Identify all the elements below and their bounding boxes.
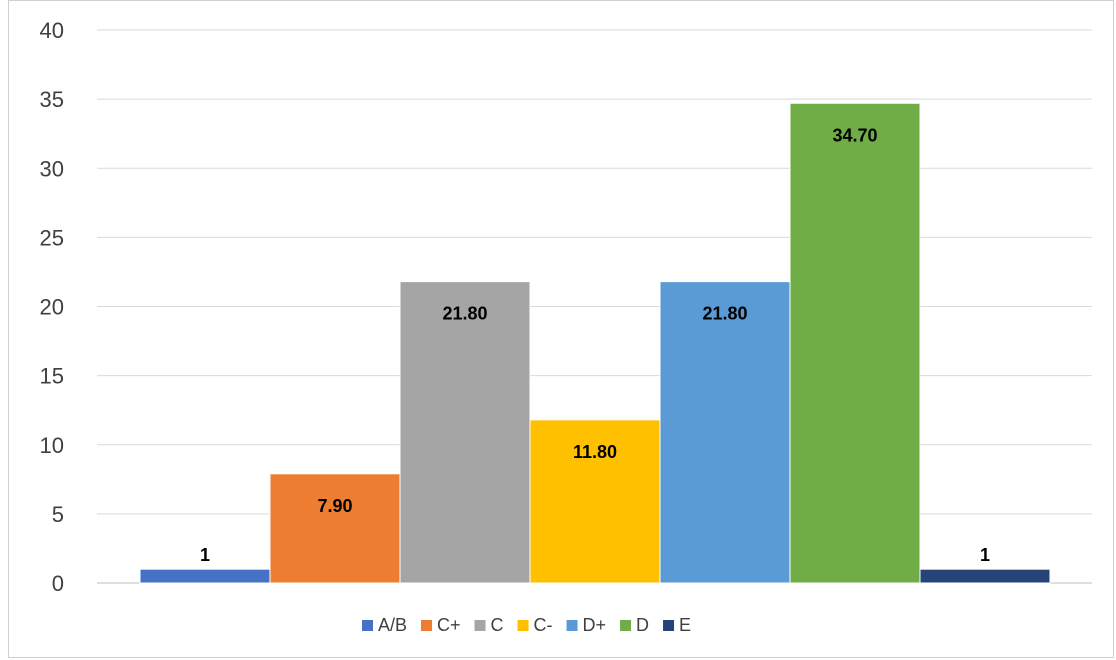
- y-tick-label: 35: [40, 87, 64, 112]
- data-label: 21.80: [702, 304, 747, 324]
- bar-d-: [659, 281, 791, 584]
- bar-d: [789, 102, 921, 584]
- bar-e: [919, 568, 1051, 584]
- bar-c-: [529, 419, 661, 584]
- legend-label: D: [636, 615, 649, 635]
- bar-a-b: [139, 568, 271, 584]
- legend-swatch: [474, 620, 486, 631]
- legend-label: A/B: [378, 615, 407, 635]
- data-label: 7.90: [317, 496, 352, 516]
- legend-swatch: [566, 620, 578, 631]
- legend-label: E: [679, 615, 691, 635]
- legend-label: D+: [583, 615, 607, 635]
- legend-label: C-: [534, 615, 553, 635]
- bar-c: [399, 281, 531, 584]
- data-label: 1: [980, 545, 990, 565]
- y-tick-label: 0: [52, 571, 64, 596]
- legend-label: C: [491, 615, 504, 635]
- y-tick-label: 25: [40, 225, 64, 250]
- bar-c-: [269, 473, 401, 584]
- y-tick-label: 30: [40, 156, 64, 181]
- legend-swatch: [421, 620, 433, 631]
- data-label: 21.80: [442, 304, 487, 324]
- legend-swatch: [517, 620, 529, 631]
- y-tick-label: 15: [40, 364, 64, 389]
- data-label: 34.70: [832, 125, 877, 145]
- data-label: 1: [200, 545, 210, 565]
- y-tick-label: 10: [40, 433, 64, 458]
- legend-swatch: [663, 620, 675, 631]
- y-tick-label: 40: [40, 18, 64, 43]
- y-tick-label: 20: [40, 295, 64, 320]
- data-label: 11.80: [573, 442, 617, 462]
- y-tick-label: 5: [52, 502, 64, 527]
- legend-swatch: [620, 620, 632, 631]
- legend-swatch: [362, 620, 373, 631]
- legend-label: C+: [437, 615, 461, 635]
